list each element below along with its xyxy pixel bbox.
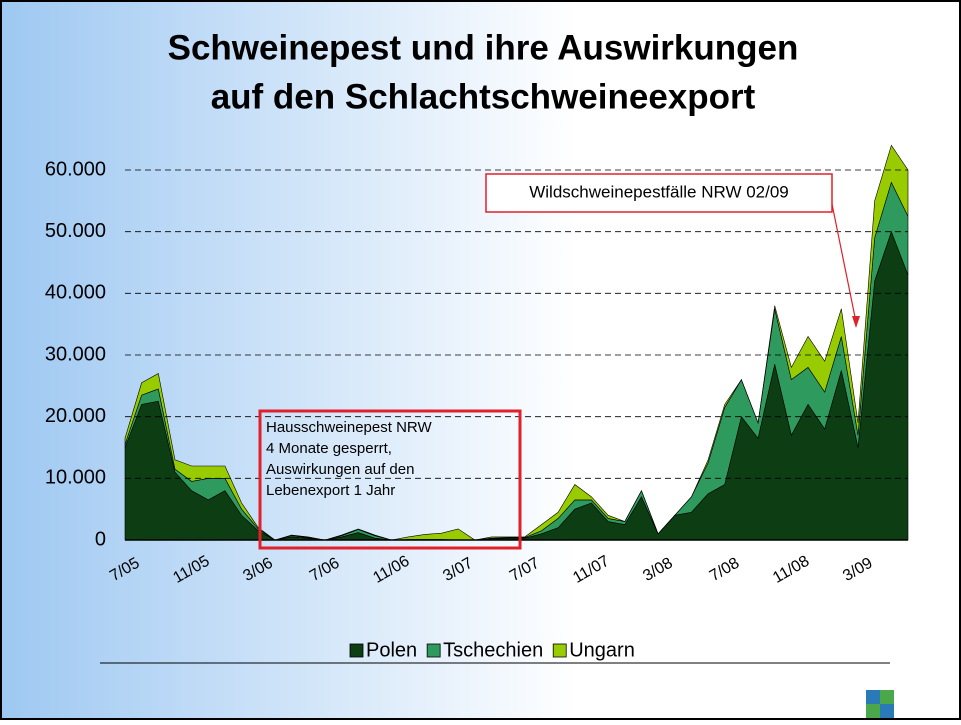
y-tick-label: 10.000 [45,467,106,489]
legend-swatch [552,643,567,658]
annotation-text: Hausschweinepest NRW [266,419,432,436]
y-tick-label: 30.000 [45,343,106,365]
logo [866,690,894,718]
annotation-text: Auswirkungen auf den [266,461,414,478]
y-tick-label: 60.000 [45,158,106,180]
legend-label: Polen [366,639,417,661]
legend-label: Ungarn [569,639,635,661]
annotation-text: 4 Monate gesperrt, [266,440,392,457]
annotation: Wildschweinepestfälle NRW 02/09 [485,173,860,328]
annotation-arrowhead [852,316,860,328]
y-tick-label: 0 [95,528,106,550]
annotation: Hausschweinepest NRW 4 Monate gesperrt, Au… [258,409,522,550]
annotation-text: Lebenexport 1 Jahr [266,482,395,499]
chart-title: auf den Schlachtschweineexport [211,77,756,116]
annotation-box [258,409,522,550]
annotation-arrow [831,203,857,323]
legend-label: Tschechien [443,639,543,661]
y-tick-label: 50.000 [45,220,106,242]
annotation-text: Wildschweinepestfälle NRW 02/09 [529,182,789,201]
annotation-box [485,173,833,213]
legend-swatch [349,643,364,658]
y-tick-label: 20.000 [45,405,106,427]
chart-title: Schweinepest und ihre Auswirkungen [168,28,799,67]
y-tick-label: 40.000 [45,282,106,304]
legend-swatch [426,643,441,658]
